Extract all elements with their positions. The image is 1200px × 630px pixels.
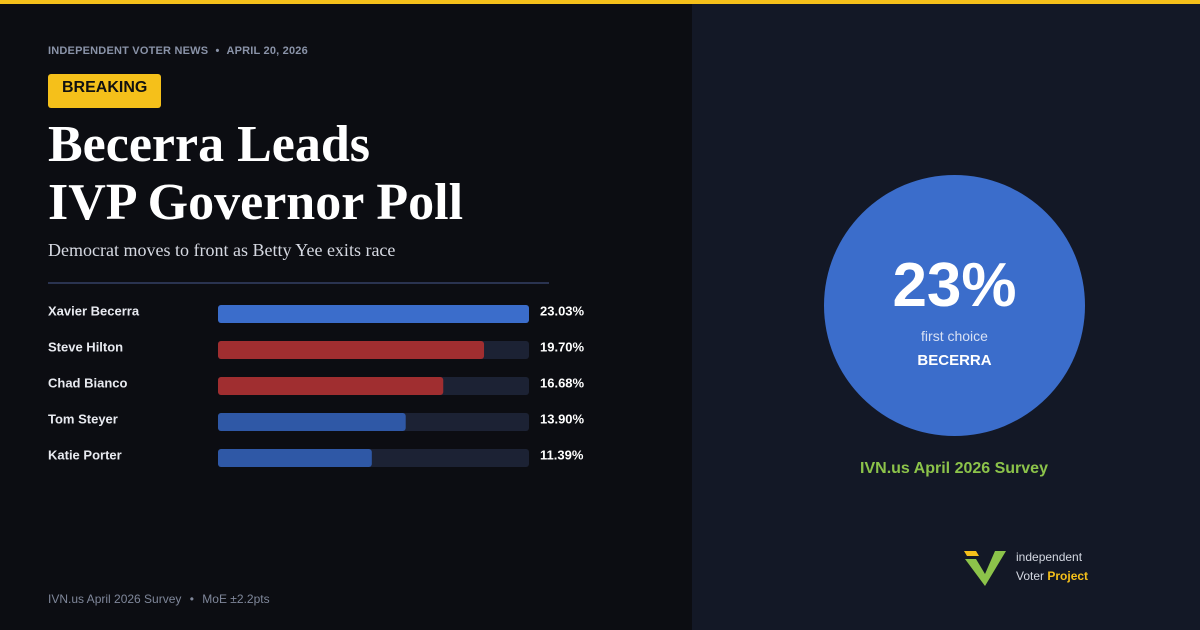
callout-circle [824, 175, 1085, 436]
bar [218, 413, 406, 431]
callout-survey: IVN.us April 2026 Survey [860, 460, 1048, 477]
logo-line: independent [1016, 550, 1083, 564]
badge: BREAKING [48, 74, 162, 108]
value-label: 23.03% [540, 303, 585, 318]
value-label: 16.68% [540, 375, 585, 390]
bar [218, 341, 485, 359]
divider [48, 282, 549, 284]
bar [218, 449, 372, 467]
date: APRIL 20, 2026 [226, 45, 308, 57]
footer-source: IVN.us April 2026 Survey [48, 592, 182, 606]
category-label: Steve Hilton [48, 339, 123, 354]
logo-word: Project [1047, 569, 1089, 583]
callout-big: 23% [892, 251, 1017, 320]
headline-line: IVP Governor Poll [48, 174, 464, 231]
callout-caption: first choice [921, 328, 988, 344]
category-label: Katie Porter [48, 447, 122, 462]
subtitle: Democrat moves to front as Betty Yee exi… [48, 240, 396, 260]
logo-word: Voter [1016, 569, 1045, 583]
category-label: Tom Steyer [48, 411, 118, 426]
footer: IVN.us April 2026 Survey • MoE ±2.2pts [48, 592, 270, 606]
value-label: 11.39% [540, 447, 584, 462]
footer-moe: MoE ±2.2pts [202, 592, 270, 606]
bar [218, 305, 529, 323]
callout-name: BECERRA [917, 352, 992, 369]
bar [218, 377, 444, 395]
headline-line: Becerra Leads [48, 116, 371, 173]
category-label: Xavier Becerra [48, 303, 140, 318]
logo-mark [964, 551, 1006, 586]
dateline: INDEPENDENT VOTER NEWS • APRIL 20, 2026 [48, 45, 308, 57]
bar-chart: Xavier Becerra 23.03% Steve Hilton 19.70% Ch… [48, 303, 585, 467]
category-label: Chad Bianco [48, 375, 128, 390]
logo-text: independent Voter Project [1016, 548, 1088, 586]
top-stripe [0, 0, 1200, 4]
source: INDEPENDENT VOTER NEWS [48, 45, 209, 57]
value-label: 13.90% [540, 411, 585, 426]
headline: Becerra Leads IVP Governor Poll [48, 116, 463, 232]
value-label: 19.70% [540, 339, 585, 354]
